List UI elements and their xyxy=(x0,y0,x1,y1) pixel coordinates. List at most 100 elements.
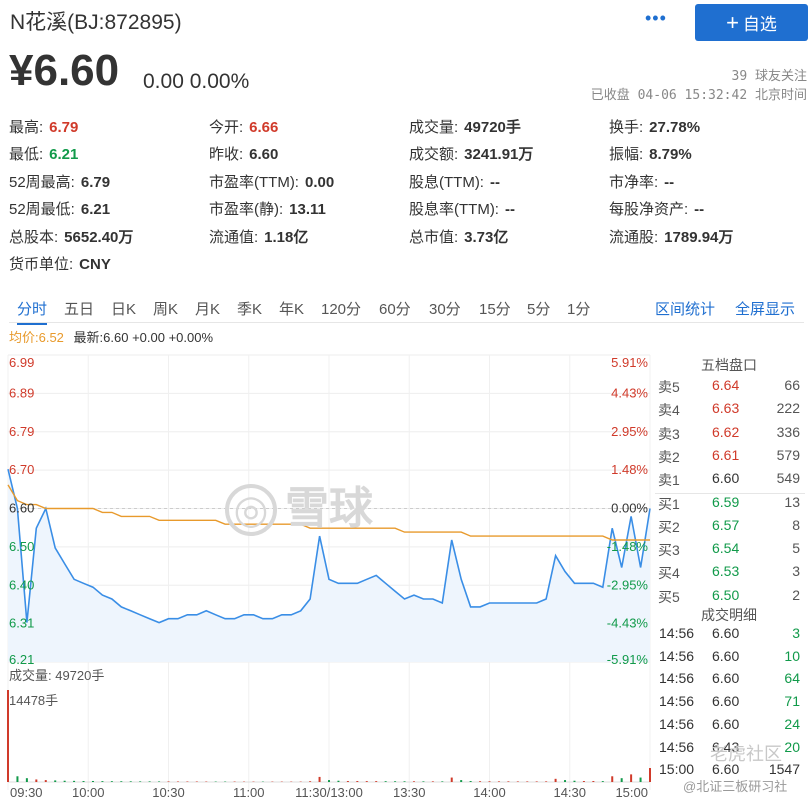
volume-bar xyxy=(186,781,189,782)
volume-bar xyxy=(611,776,614,782)
volume-bar xyxy=(101,781,104,782)
tab-period[interactable]: 年K xyxy=(279,301,305,318)
trade-row: 14:56 6.43 20 xyxy=(659,739,800,761)
y-tick-label-pct: -4.43% xyxy=(607,616,649,631)
volume-bar xyxy=(148,781,151,782)
quote-item: 成交额: 3241.91万 xyxy=(409,143,533,164)
quote-item: 流通值: 1.18亿 xyxy=(209,226,308,247)
tab-period[interactable]: 周K xyxy=(153,301,179,318)
quote-item: 每股净资产: -- xyxy=(609,198,704,219)
volume-bar xyxy=(365,781,368,782)
trade-volume: 10 xyxy=(784,647,800,664)
quote-item: 成交量: 49720手 xyxy=(409,116,521,137)
volume-bar xyxy=(73,780,76,782)
volume-bar xyxy=(44,780,47,782)
x-tick-label: 15:00 xyxy=(615,785,648,800)
volume-bar xyxy=(554,778,557,782)
volume-bar xyxy=(309,781,312,782)
trade-price: 6.60 xyxy=(712,647,740,664)
y-tick-label: 6.79 xyxy=(9,424,34,439)
quote-value: 5652.40万 xyxy=(64,229,134,246)
volume-bar xyxy=(54,780,57,782)
trade-volume: 3 xyxy=(792,625,800,641)
add-to-watchlist-button[interactable]: + 自选 xyxy=(695,4,808,41)
quote-value: 49720手 xyxy=(464,119,521,136)
avg-series-line xyxy=(7,484,650,541)
quote-item: 总股本: 5652.40万 xyxy=(9,226,133,247)
volume-bar xyxy=(497,781,500,782)
follower-count: 39 球友关注 xyxy=(731,69,807,84)
quote-value: 0.00 xyxy=(304,174,335,191)
orderbook-side: 卖4 xyxy=(658,402,680,419)
tab-period[interactable]: 1分 xyxy=(567,301,591,318)
range-stats-button[interactable]: 区间统计 xyxy=(655,301,716,318)
quote-label: 股息(TTM): xyxy=(409,174,484,191)
quote-value: CNY xyxy=(79,256,111,273)
quote-value: -- xyxy=(489,174,500,191)
volume-bar xyxy=(422,781,425,782)
y-tick-label-pct: 4.43% xyxy=(611,385,648,400)
volume-bar xyxy=(35,779,38,782)
tab-period[interactable]: 季K xyxy=(237,301,263,318)
tab-period[interactable]: 60分 xyxy=(379,301,411,318)
tab-period[interactable]: 月K xyxy=(195,301,221,318)
fullscreen-button[interactable]: 全屏显示 xyxy=(735,301,796,318)
orderbook-side: 卖5 xyxy=(658,379,680,395)
volume-bar xyxy=(450,777,453,782)
watermark-logo-icon: ◎ xyxy=(225,484,277,536)
volume-bar xyxy=(25,778,28,782)
quote-label: 市净率: xyxy=(609,174,659,191)
volume-max-label: 14478手 xyxy=(9,693,59,708)
latest-price-label: 最新:6.60 +0.00 +0.00% xyxy=(73,330,214,345)
quote-value: 6.60 xyxy=(249,146,279,163)
y-tick-label: 6.99 xyxy=(9,355,34,370)
tab-period[interactable]: 五日 xyxy=(64,301,95,318)
orderbook-volume: 579 xyxy=(776,446,800,463)
tab-period[interactable]: 120分 xyxy=(321,301,362,318)
volume-bar xyxy=(441,781,444,782)
y-tick-label-pct: 2.95% xyxy=(611,424,648,439)
trade-time: 14:56 xyxy=(659,715,695,732)
more-options-button[interactable]: ••• xyxy=(645,8,667,28)
quote-value: 6.21 xyxy=(49,146,79,163)
volume-bar xyxy=(639,777,642,782)
quote-label: 市盈率(静): xyxy=(209,201,284,218)
orderbook-price: 6.57 xyxy=(712,516,740,533)
intraday-chart[interactable]: 6.99 5.91% 6.89 4.43% 6.79 2.95% 6.70 1.48% 6.60… xyxy=(0,350,655,800)
y-tick-label: 6.21 xyxy=(9,652,34,667)
trade-row: 14:56 6.60 3 xyxy=(659,625,800,647)
orderbook-row: 卖5 6.64 66 xyxy=(658,377,800,397)
volume-bar xyxy=(479,781,482,782)
orderbook-volume: 336 xyxy=(776,423,800,440)
trade-price: 6.60 xyxy=(712,670,740,687)
trade-price: 6.43 xyxy=(712,738,740,755)
volume-bar xyxy=(120,781,123,782)
y-tick-label-pct: -5.91% xyxy=(607,652,649,667)
orderbook-price: 6.60 xyxy=(712,470,740,487)
volume-bar xyxy=(346,781,349,782)
orderbook-price: 6.59 xyxy=(712,493,740,510)
quote-item: 最低: 6.21 xyxy=(9,143,78,164)
volume-bar xyxy=(176,781,179,782)
trade-volume: 24 xyxy=(784,715,800,732)
tab-period[interactable]: 分时 xyxy=(17,298,48,325)
volume-bar xyxy=(337,780,340,782)
quote-label: 市盈率(TTM): xyxy=(209,174,299,191)
volume-bar xyxy=(328,780,330,782)
tab-period[interactable]: 30分 xyxy=(429,301,461,318)
tab-period[interactable]: 5分 xyxy=(527,301,551,318)
tab-period[interactable]: 日K xyxy=(111,301,137,318)
volume-bar xyxy=(582,781,585,782)
y-tick-label-pct: 1.48% xyxy=(611,462,648,477)
trade-row: 14:56 6.60 24 xyxy=(659,716,800,738)
trade-row: 14:56 6.60 64 xyxy=(659,670,800,692)
orderbook-row: 买5 6.50 2 xyxy=(658,587,800,607)
trade-price: 6.60 xyxy=(712,715,740,732)
quote-label: 成交量: xyxy=(409,119,459,136)
orderbook-side: 买2 xyxy=(658,518,680,535)
quote-label: 货币单位: xyxy=(9,256,74,273)
volume-bar xyxy=(394,781,397,782)
volume-bar xyxy=(403,781,406,782)
tab-period[interactable]: 15分 xyxy=(479,301,511,318)
orderbook-volume: 5 xyxy=(792,540,800,557)
